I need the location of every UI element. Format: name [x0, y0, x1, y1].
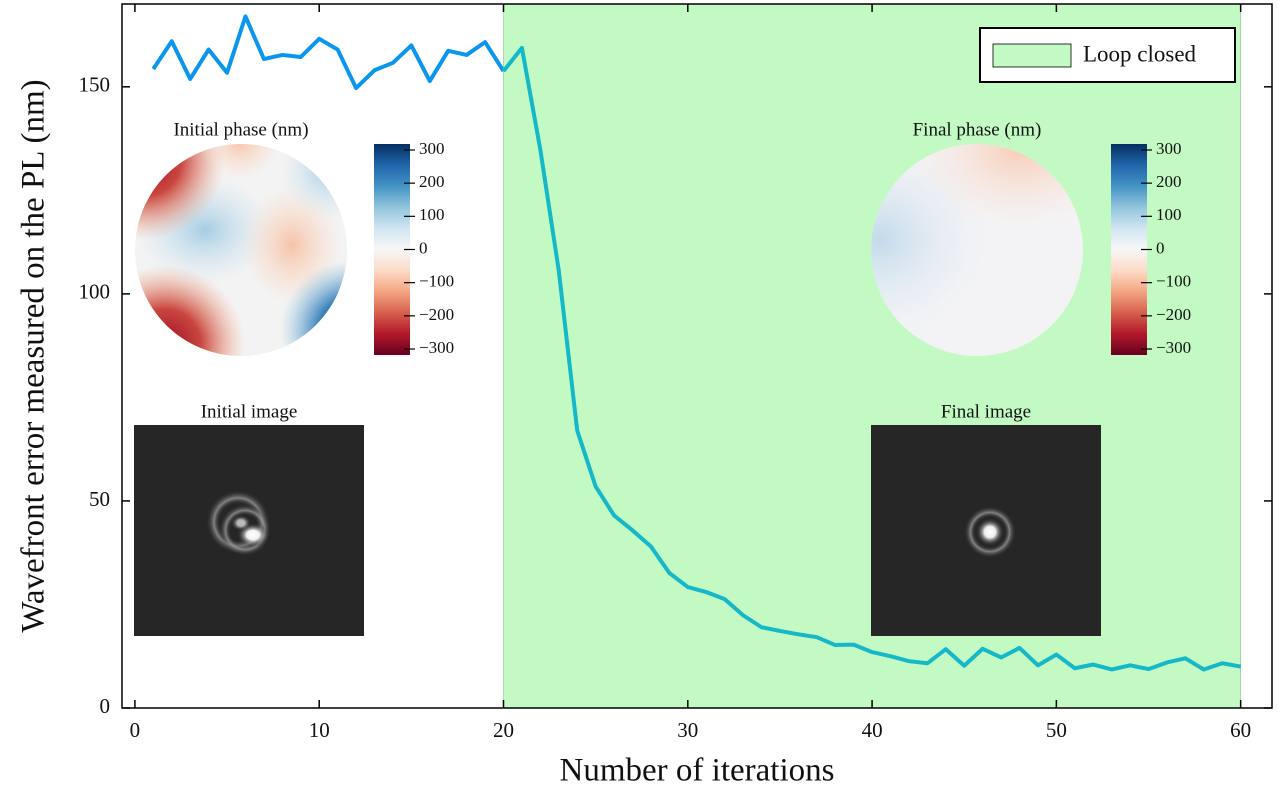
y-tick-label: 0	[100, 694, 111, 718]
colorbar-tick-label: −300	[419, 338, 454, 357]
colorbar-tick-label: 0	[419, 238, 428, 257]
inset-title: Initial phase (nm)	[173, 119, 308, 140]
page: Initial phase (nm)3002001000−100−200−300…	[0, 0, 1278, 790]
x-tick-label: 50	[1046, 718, 1067, 742]
series-line	[153, 16, 503, 88]
initial-image	[134, 425, 364, 636]
inset-title: Final image	[941, 401, 1031, 422]
y-axis-label: Wavefront error measured on the PL (nm)	[16, 79, 52, 632]
colorbar-tick-label: −200	[1156, 305, 1191, 324]
x-tick-label: 20	[493, 718, 514, 742]
colorbar-tick-label: −100	[419, 272, 454, 291]
legend-swatch	[993, 44, 1071, 67]
y-tick-label: 150	[79, 73, 111, 97]
y-tick-label: 100	[79, 280, 111, 304]
colorbar-tick-label: 200	[419, 172, 445, 191]
colorbar-tick-label: 300	[419, 139, 445, 158]
inset-title: Initial image	[201, 401, 298, 422]
x-tick-label: 60	[1230, 718, 1251, 742]
legend-label: Loop closed	[1083, 41, 1197, 66]
x-tick-label: 10	[309, 718, 330, 742]
colorbar-tick-label: −200	[419, 305, 454, 324]
final-image	[871, 425, 1101, 636]
x-tick-label: 0	[130, 718, 141, 742]
y-tick-label: 50	[89, 487, 110, 511]
colorbar-tick-label: −300	[1156, 338, 1191, 357]
inset-title: Final phase (nm)	[913, 119, 1042, 140]
x-tick-label: 40	[862, 718, 883, 742]
colorbar-tick-label: 100	[419, 205, 445, 224]
colorbar-tick-label: −100	[1156, 272, 1191, 291]
colorbar-tick-label: 200	[1156, 172, 1182, 191]
legend: Loop closed	[980, 28, 1235, 82]
chart: Initial phase (nm)3002001000−100−200−300…	[0, 0, 1278, 790]
colorbar-tick-label: 0	[1156, 238, 1165, 257]
x-tick-label: 30	[677, 718, 698, 742]
x-axis-label: Number of iterations	[560, 753, 835, 789]
colorbar-tick-label: 100	[1156, 205, 1182, 224]
colorbar-tick-label: 300	[1156, 139, 1182, 158]
